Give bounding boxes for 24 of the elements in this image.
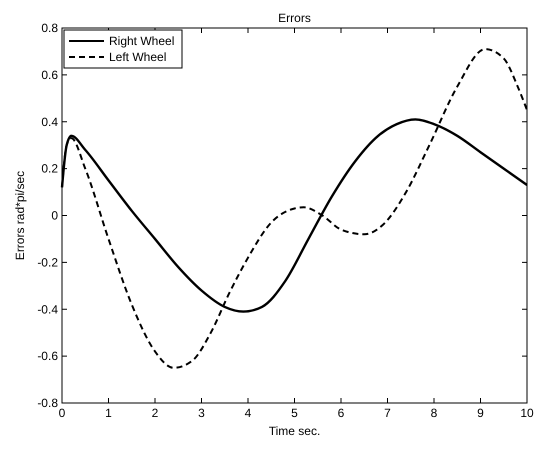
x-tick-label: 6 [338, 406, 345, 420]
y-axis-title: Errors rad*pi/sec [13, 170, 27, 260]
legend-label: Left Wheel [109, 50, 166, 64]
y-tick-label: -0.8 [37, 396, 58, 410]
y-tick-label: 0 [51, 208, 58, 222]
x-tick-label: 1 [105, 406, 112, 420]
x-tick-label: 10 [520, 406, 534, 420]
y-tick-label: -0.4 [37, 302, 58, 316]
x-axis-title: Time sec. [268, 424, 320, 438]
legend-label: Right Wheel [109, 34, 174, 48]
chart-title: Errors [278, 11, 311, 25]
x-tick-label: 4 [244, 406, 252, 420]
x-tick-label: 8 [430, 406, 438, 420]
x-tick-label: 7 [384, 406, 392, 420]
y-tick-label: 0.6 [41, 68, 58, 82]
x-tick-label: 3 [198, 406, 206, 420]
x-tick-label: 2 [152, 406, 159, 420]
y-tick-label: 0.4 [41, 114, 58, 129]
y-tick-label: 0.2 [41, 162, 58, 176]
x-tick-label: 5 [291, 406, 298, 420]
y-tick-label: -0.6 [37, 349, 58, 364]
x-tick-label: 9 [477, 406, 484, 420]
y-tick-label: 0.8 [41, 21, 58, 35]
y-tick-label: -0.2 [37, 255, 58, 270]
